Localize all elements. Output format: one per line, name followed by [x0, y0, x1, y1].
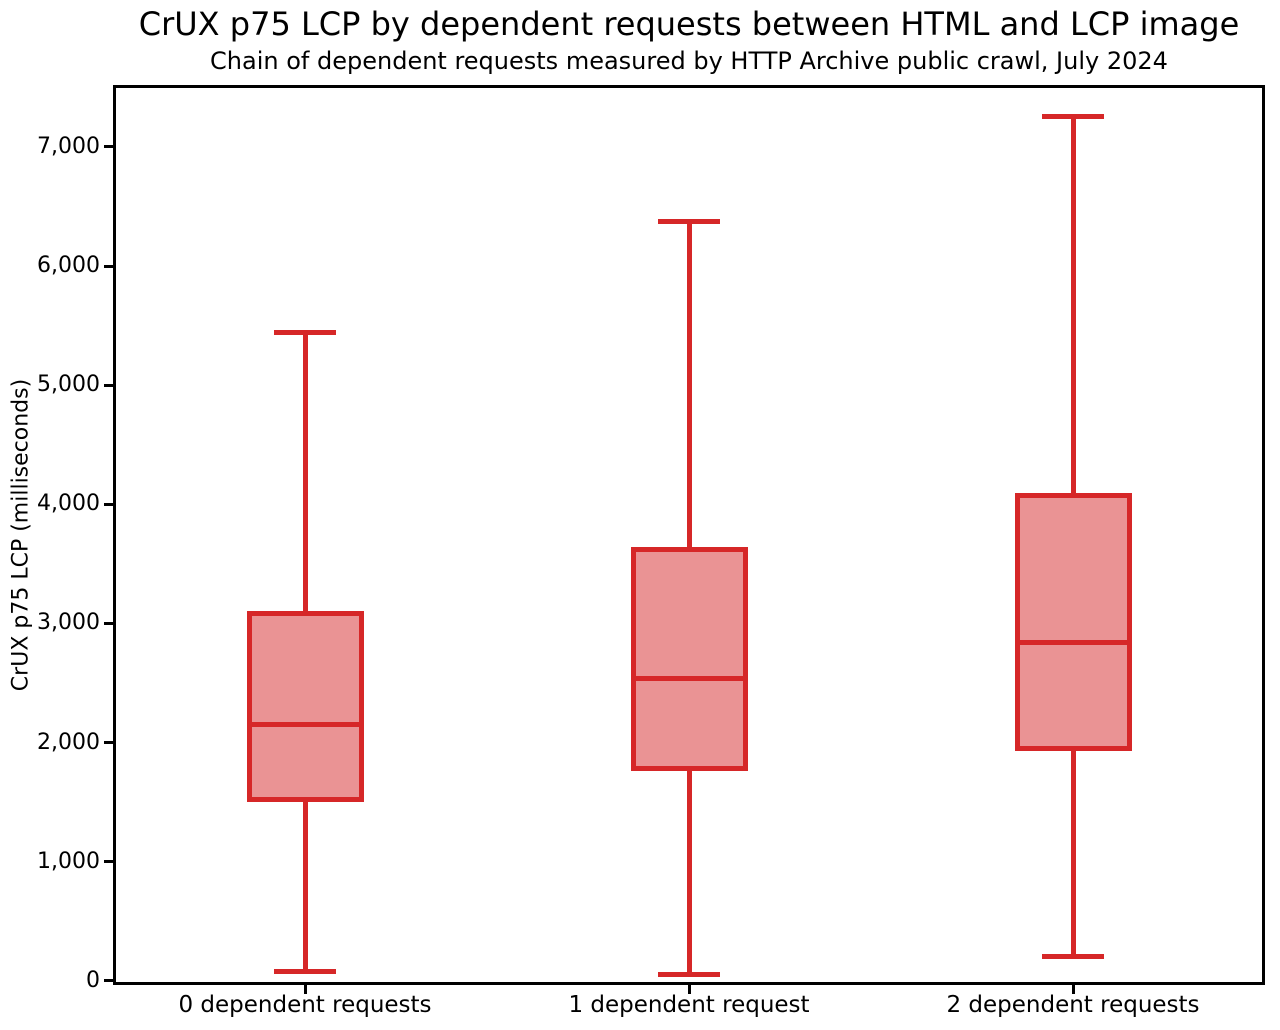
whisker-upper-line: [1070, 116, 1076, 496]
y-tick: [104, 621, 113, 625]
y-tick: [104, 741, 113, 745]
x-tick: [687, 985, 691, 994]
y-tick-label: 5,000: [37, 372, 100, 398]
y-tick-label: 2,000: [37, 729, 100, 755]
whisker-cap-bottom: [658, 972, 720, 978]
whisker-lower-line: [302, 799, 308, 972]
whisker-lower-line: [686, 768, 692, 975]
x-tick-label: 0 dependent requests: [178, 992, 432, 1018]
x-tick: [303, 985, 307, 994]
y-tick-label: 4,000: [37, 491, 100, 517]
y-tick: [104, 145, 113, 149]
median-line: [1019, 640, 1127, 645]
whisker-lower-line: [1070, 748, 1076, 957]
y-tick-label: 1,000: [37, 848, 100, 874]
y-tick-label: 7,000: [37, 133, 100, 159]
whisker-cap-bottom: [274, 968, 336, 974]
whisker-upper-line: [686, 221, 692, 550]
chart-subtitle: Chain of dependent requests measured by …: [210, 47, 1168, 75]
box-rect: [246, 610, 364, 803]
whisker-cap-top: [274, 329, 336, 335]
whisker-cap-top: [1042, 114, 1104, 120]
box-rect: [630, 547, 748, 772]
y-tick: [104, 979, 113, 983]
whisker-upper-line: [302, 332, 308, 614]
y-tick: [104, 264, 113, 268]
median-line: [635, 676, 743, 682]
y-tick: [104, 502, 113, 506]
x-tick-label: 1 dependent request: [568, 992, 810, 1018]
x-tick: [1071, 985, 1075, 994]
x-tick-label: 2 dependent requests: [946, 992, 1200, 1018]
y-tick: [104, 383, 113, 387]
y-tick-label: 0: [86, 967, 100, 993]
whisker-cap-bottom: [1042, 953, 1104, 959]
whisker-cap-top: [658, 219, 720, 225]
y-tick-label: 3,000: [37, 610, 100, 636]
chart-title: CrUX p75 LCP by dependent requests betwe…: [138, 5, 1240, 43]
y-tick: [104, 860, 113, 864]
box-rect: [1014, 493, 1132, 752]
y-tick-label: 6,000: [37, 253, 100, 279]
median-line: [251, 722, 359, 728]
